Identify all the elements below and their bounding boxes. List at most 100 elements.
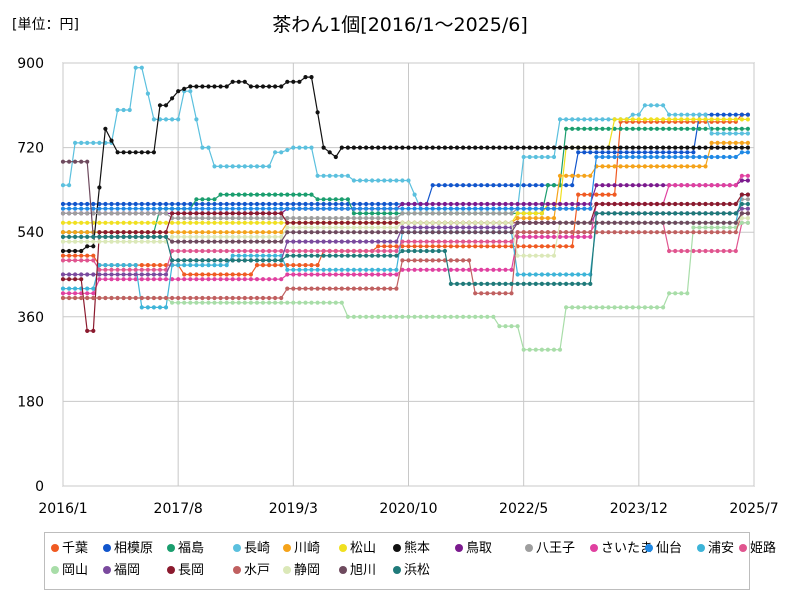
data-point bbox=[291, 79, 296, 84]
data-point bbox=[188, 295, 193, 301]
data-point bbox=[206, 295, 211, 301]
data-point bbox=[612, 211, 617, 216]
data-point bbox=[539, 183, 545, 188]
data-point bbox=[473, 201, 478, 207]
data-point bbox=[648, 220, 654, 225]
legend-item-1: 千葉 bbox=[51, 541, 88, 557]
data-point bbox=[739, 145, 745, 150]
data-point bbox=[551, 220, 557, 225]
data-point bbox=[448, 267, 453, 272]
data-point bbox=[533, 201, 538, 207]
data-point bbox=[163, 295, 169, 301]
data-point bbox=[515, 145, 520, 150]
data-point bbox=[273, 211, 278, 216]
data-point bbox=[291, 286, 296, 291]
data-point bbox=[242, 253, 247, 258]
series-7 bbox=[60, 75, 751, 254]
data-point bbox=[394, 206, 399, 211]
data-point bbox=[327, 225, 332, 230]
x-tick-label: 2022/5 bbox=[499, 501, 548, 517]
data-point bbox=[733, 126, 738, 131]
data-point bbox=[85, 239, 90, 244]
data-point bbox=[612, 230, 617, 235]
data-point bbox=[188, 248, 193, 254]
data-point bbox=[564, 244, 569, 249]
data-point bbox=[418, 239, 423, 244]
data-point bbox=[333, 267, 338, 272]
data-point bbox=[600, 211, 605, 216]
data-point bbox=[218, 295, 223, 301]
data-point bbox=[163, 272, 169, 277]
data-point bbox=[60, 277, 66, 282]
data-point bbox=[115, 107, 120, 113]
data-point bbox=[309, 267, 314, 272]
data-point bbox=[364, 314, 369, 319]
data-point bbox=[351, 248, 356, 254]
data-point bbox=[309, 230, 314, 235]
data-point bbox=[485, 314, 490, 319]
data-point bbox=[321, 272, 326, 277]
data-point bbox=[236, 79, 241, 84]
x-tick-label: 2019/3 bbox=[269, 501, 318, 517]
data-point bbox=[345, 230, 350, 235]
data-point bbox=[521, 347, 526, 352]
data-point bbox=[600, 220, 605, 225]
data-point bbox=[557, 347, 563, 352]
data-point bbox=[394, 220, 399, 225]
data-point bbox=[79, 220, 84, 225]
data-point bbox=[260, 277, 266, 282]
data-point bbox=[679, 183, 684, 188]
data-point bbox=[509, 244, 514, 249]
data-point bbox=[339, 286, 344, 291]
data-point bbox=[394, 225, 399, 230]
data-point bbox=[661, 126, 666, 131]
data-point bbox=[630, 305, 635, 310]
data-point bbox=[454, 267, 460, 272]
data-point bbox=[357, 206, 363, 211]
data-point bbox=[242, 300, 247, 305]
data-point bbox=[648, 126, 654, 131]
data-point bbox=[703, 220, 708, 225]
data-point bbox=[454, 211, 460, 216]
data-point bbox=[73, 230, 78, 235]
data-point bbox=[370, 314, 375, 319]
data-point bbox=[588, 230, 593, 235]
data-point bbox=[91, 201, 96, 207]
data-point bbox=[212, 220, 217, 225]
data-point bbox=[497, 183, 502, 188]
data-point bbox=[85, 286, 90, 291]
data-point bbox=[497, 281, 502, 286]
data-point bbox=[454, 258, 460, 263]
data-point bbox=[479, 211, 484, 216]
data-point bbox=[273, 277, 278, 282]
data-point bbox=[109, 220, 114, 225]
data-point bbox=[200, 84, 205, 89]
data-point bbox=[545, 206, 551, 211]
data-point bbox=[442, 248, 447, 254]
data-point bbox=[103, 234, 108, 239]
data-point bbox=[570, 220, 575, 225]
data-point bbox=[145, 234, 150, 239]
data-point bbox=[200, 206, 205, 211]
data-point bbox=[509, 211, 514, 216]
data-point bbox=[85, 291, 90, 296]
legend-label: 相模原 bbox=[114, 541, 154, 556]
data-point bbox=[103, 267, 108, 272]
legend-label: 松山 bbox=[350, 541, 377, 556]
data-point bbox=[79, 201, 84, 207]
data-point bbox=[473, 230, 478, 235]
data-point bbox=[703, 154, 708, 160]
data-point bbox=[424, 258, 429, 263]
data-point bbox=[418, 244, 423, 249]
data-point bbox=[709, 112, 714, 117]
data-point bbox=[291, 220, 296, 225]
data-point bbox=[297, 220, 302, 225]
data-point bbox=[594, 305, 599, 310]
data-point bbox=[236, 248, 241, 254]
data-point bbox=[497, 201, 502, 207]
data-point bbox=[315, 248, 320, 254]
data-point bbox=[97, 263, 102, 268]
data-point bbox=[285, 225, 290, 230]
data-point bbox=[267, 192, 272, 197]
data-point bbox=[157, 220, 163, 225]
